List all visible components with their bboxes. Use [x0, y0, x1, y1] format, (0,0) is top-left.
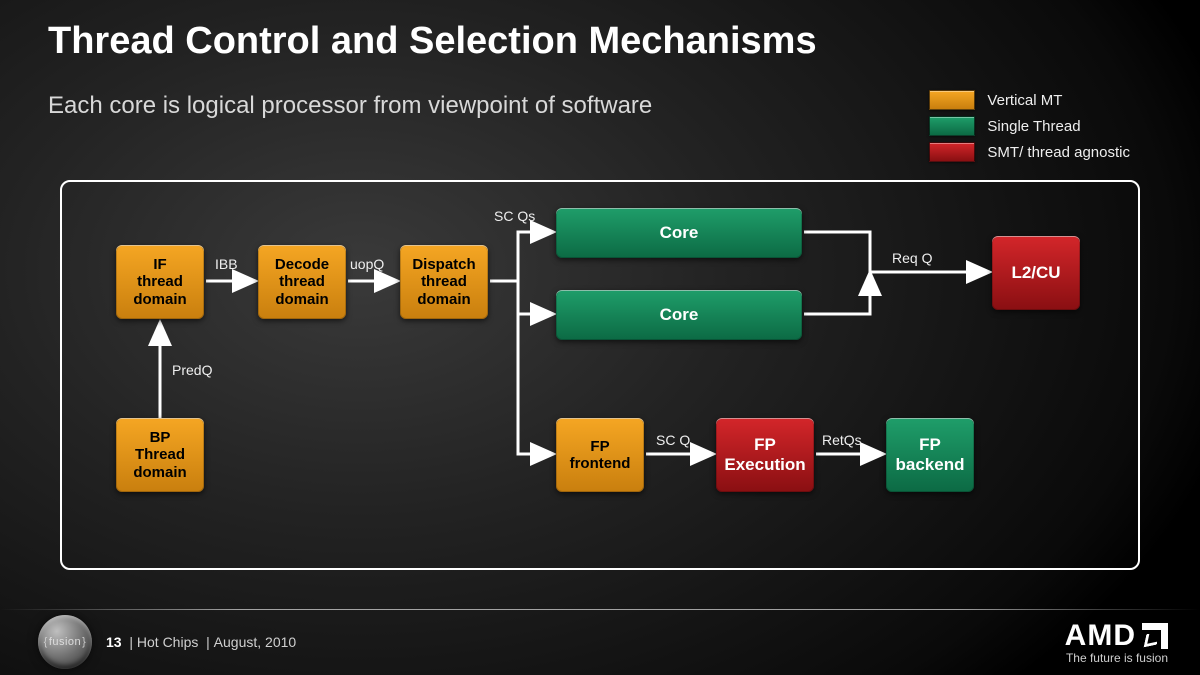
amd-wordmark: AMD — [1065, 619, 1136, 653]
page-number: 13 — [106, 634, 122, 650]
footer-text: 13 | Hot Chips | August, 2010 — [106, 634, 296, 650]
legend-item: Vertical MT — [929, 90, 1130, 110]
node-core1: Core — [556, 208, 802, 258]
legend-item: SMT/ thread agnostic — [929, 142, 1130, 162]
amd-tagline: The future is fusion — [1065, 651, 1168, 665]
legend-swatch — [929, 142, 975, 162]
legend-label: Single Thread — [987, 118, 1080, 135]
amd-arrow-icon — [1142, 623, 1168, 649]
edge-label: RetQs — [822, 432, 862, 448]
node-dispatch: Dispatchthreaddomain — [400, 245, 488, 319]
edge-label: SC Qs — [494, 208, 535, 224]
node-l2cu: L2/CU — [992, 236, 1080, 310]
edge-label: IBB — [215, 256, 238, 272]
node-if: IFthreaddomain — [116, 245, 204, 319]
slide-subtitle: Each core is logical processor from view… — [48, 92, 652, 120]
legend-item: Single Thread — [929, 116, 1130, 136]
legend-swatch — [929, 90, 975, 110]
legend-label: SMT/ thread agnostic — [987, 144, 1130, 161]
amd-logo: AMD The future is fusion — [1065, 619, 1168, 665]
legend-label: Vertical MT — [987, 92, 1062, 109]
node-fpbe: FPbackend — [886, 418, 974, 492]
legend-swatch — [929, 116, 975, 136]
fusion-badge-icon: fusion — [38, 615, 92, 669]
footer-date: August, 2010 — [214, 634, 297, 650]
node-bp: BPThreaddomain — [116, 418, 204, 492]
edge-label: SC Q — [656, 432, 690, 448]
node-fpex: FPExecution — [716, 418, 814, 492]
legend: Vertical MT Single Thread SMT/ thread agno… — [929, 90, 1130, 168]
footer-event: Hot Chips — [137, 634, 198, 650]
edge-label: Req Q — [892, 250, 932, 266]
edge-label: uopQ — [350, 256, 384, 272]
node-decode: Decodethreaddomain — [258, 245, 346, 319]
footer: fusion 13 | Hot Chips | August, 2010 AMD… — [0, 609, 1200, 675]
node-fpfe: FPfrontend — [556, 418, 644, 492]
slide-title: Thread Control and Selection Mechanisms — [48, 20, 817, 63]
edge-label: PredQ — [172, 362, 212, 378]
node-core2: Core — [556, 290, 802, 340]
